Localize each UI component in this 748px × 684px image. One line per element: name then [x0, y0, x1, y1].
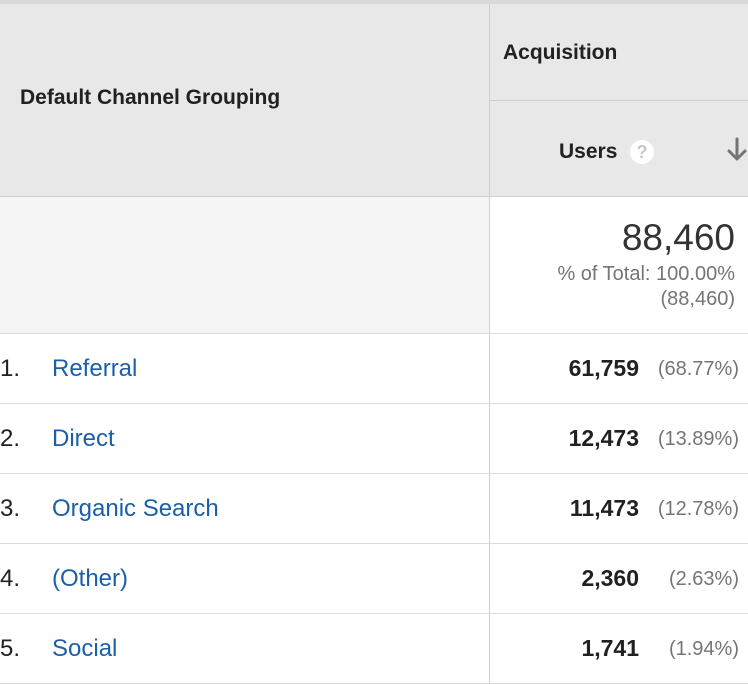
users-column-label: Users	[559, 140, 618, 163]
totals-row-value-cell: 88,460 % of Total: 100.00% (88,460)	[489, 197, 748, 334]
table-row: 1. Referral 61,759 (68.77%)	[0, 334, 748, 404]
table-top-border	[0, 0, 748, 4]
total-percent-of-total: % of Total: 100.00%	[557, 263, 735, 285]
row-users-value: 1,741	[581, 635, 639, 661]
row-dimension-cell: 1. Referral	[0, 334, 489, 404]
channel-link-organic-search[interactable]: Organic Search	[52, 495, 219, 522]
row-rank: 4.	[0, 565, 21, 592]
row-dimension-cell: 5. Social	[0, 614, 489, 684]
metric-group-label: Acquisition	[503, 41, 618, 64]
row-metric-cell: 61,759 (68.77%)	[489, 334, 748, 404]
row-dimension-cell: 4. (Other)	[0, 544, 489, 614]
row-users-percent: (1.94%)	[668, 638, 739, 660]
row-metric-cell: 2,360 (2.63%)	[489, 544, 748, 614]
row-metric-cell: 11,473 (12.78%)	[489, 474, 748, 544]
channel-link-social[interactable]: Social	[52, 635, 118, 662]
channel-link-other[interactable]: (Other)	[52, 565, 129, 592]
help-icon[interactable]: ?	[630, 140, 654, 164]
channel-link-referral[interactable]: Referral	[52, 355, 138, 382]
row-users-percent: (12.78%)	[657, 498, 739, 520]
row-rank: 2.	[0, 425, 21, 452]
table-row: 3. Organic Search 11,473 (12.78%)	[0, 474, 748, 544]
table-row: 2. Direct 12,473 (13.89%)	[0, 404, 748, 474]
row-metric-cell: 12,473 (13.89%)	[489, 404, 748, 474]
channel-link-direct[interactable]: Direct	[52, 425, 115, 452]
metric-group-header: Acquisition	[489, 4, 748, 101]
row-rank: 3.	[0, 495, 21, 522]
row-users-value: 12,473	[568, 425, 639, 451]
table-row: 5. Social 1,741 (1.94%)	[0, 614, 748, 684]
row-users-percent: (2.63%)	[668, 568, 739, 590]
totals-row-label-cell	[0, 197, 489, 334]
users-column-header[interactable]: Users ?	[489, 101, 748, 197]
row-dimension-cell: 3. Organic Search	[0, 474, 489, 544]
total-users-value: 88,460	[621, 217, 735, 258]
row-users-percent: (13.89%)	[657, 428, 739, 450]
row-dimension-cell: 2. Direct	[0, 404, 489, 474]
total-absolute-value: (88,460)	[660, 288, 736, 310]
dimension-header-label: Default Channel Grouping	[20, 86, 281, 109]
row-users-value: 61,759	[568, 355, 639, 381]
table-row: 4. (Other) 2,360 (2.63%)	[0, 544, 748, 614]
row-rank: 1.	[0, 355, 21, 382]
dimension-header[interactable]: Default Channel Grouping	[0, 4, 489, 197]
row-users-value: 11,473	[569, 495, 639, 521]
row-rank: 5.	[0, 635, 21, 662]
row-metric-cell: 1,741 (1.94%)	[489, 614, 748, 684]
row-users-value: 2,360	[581, 565, 639, 591]
row-users-percent: (68.77%)	[657, 358, 739, 380]
sort-descending-icon[interactable]	[726, 137, 748, 163]
